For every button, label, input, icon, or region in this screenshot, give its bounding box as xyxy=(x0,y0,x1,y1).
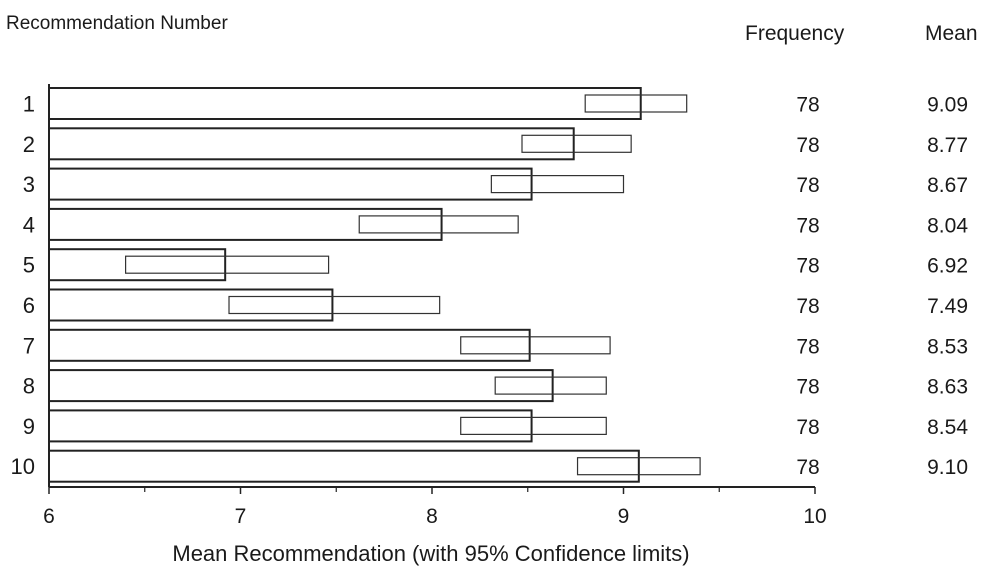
mean-value: 6.92 xyxy=(927,255,968,278)
x-tick-label: 9 xyxy=(618,505,630,528)
confidence-interval-box xyxy=(358,215,519,234)
mean-bar xyxy=(48,248,227,282)
mean-bar xyxy=(48,207,443,241)
frequency-value: 78 xyxy=(796,134,819,157)
frequency-value: 78 xyxy=(796,376,819,399)
frequency-value: 78 xyxy=(796,335,819,358)
frequency-header: Frequency xyxy=(745,22,845,45)
confidence-interval-box xyxy=(490,175,625,194)
confidence-interval-box xyxy=(124,255,330,274)
x-tick-label: 10 xyxy=(803,505,826,528)
category-label: 7 xyxy=(23,333,35,358)
frequency-value: 78 xyxy=(796,214,819,237)
mean-bar xyxy=(48,87,642,120)
confidence-interval-box xyxy=(584,94,688,113)
confidence-interval-box xyxy=(521,134,632,153)
confidence-interval-box xyxy=(494,376,607,395)
frequency-value: 78 xyxy=(796,255,819,278)
confidence-interval-box xyxy=(228,295,441,315)
mean-value: 8.77 xyxy=(927,134,968,157)
mean-bar xyxy=(48,167,533,201)
confidence-interval-box xyxy=(576,457,701,476)
mean-bar xyxy=(48,328,531,362)
category-label: 5 xyxy=(23,253,35,278)
mean-value: 8.67 xyxy=(927,174,968,197)
mean-value: 7.49 xyxy=(927,295,968,318)
category-label: 10 xyxy=(11,454,35,479)
mean-value: 8.04 xyxy=(927,214,968,237)
mean-value: 8.53 xyxy=(927,335,968,358)
category-label: 4 xyxy=(23,212,35,237)
category-label: 8 xyxy=(23,374,35,399)
frequency-value: 78 xyxy=(796,94,819,117)
mean-bar xyxy=(48,409,533,443)
category-label: 9 xyxy=(23,414,35,439)
category-label: 3 xyxy=(23,172,35,197)
frequency-value: 78 xyxy=(796,416,819,439)
x-tick-label: 6 xyxy=(43,505,55,528)
frequency-value: 78 xyxy=(796,174,819,197)
mean-value: 9.10 xyxy=(927,456,968,479)
x-tick-label: 7 xyxy=(235,505,247,528)
mean-value: 9.09 xyxy=(927,94,968,117)
confidence-interval-box xyxy=(460,336,611,355)
category-label: 2 xyxy=(23,132,35,157)
mean-header: Mean xyxy=(925,22,978,45)
x-tick-label: 8 xyxy=(426,505,438,528)
frequency-value: 78 xyxy=(796,456,819,479)
category-label: 1 xyxy=(23,92,35,117)
mean-bar xyxy=(48,369,554,403)
frequency-value: 78 xyxy=(796,295,819,318)
mean-value: 8.54 xyxy=(927,416,968,439)
mean-bar xyxy=(48,127,575,161)
confidence-interval-box xyxy=(460,416,607,435)
x-axis-label: Mean Recommendation (with 95% Confidence… xyxy=(172,541,690,566)
mean-bar xyxy=(48,288,334,322)
recommendation-number-header: Recommendation Number xyxy=(6,13,228,34)
mean-bar xyxy=(48,449,640,483)
category-label: 6 xyxy=(23,293,35,318)
mean-value: 8.63 xyxy=(927,376,968,399)
